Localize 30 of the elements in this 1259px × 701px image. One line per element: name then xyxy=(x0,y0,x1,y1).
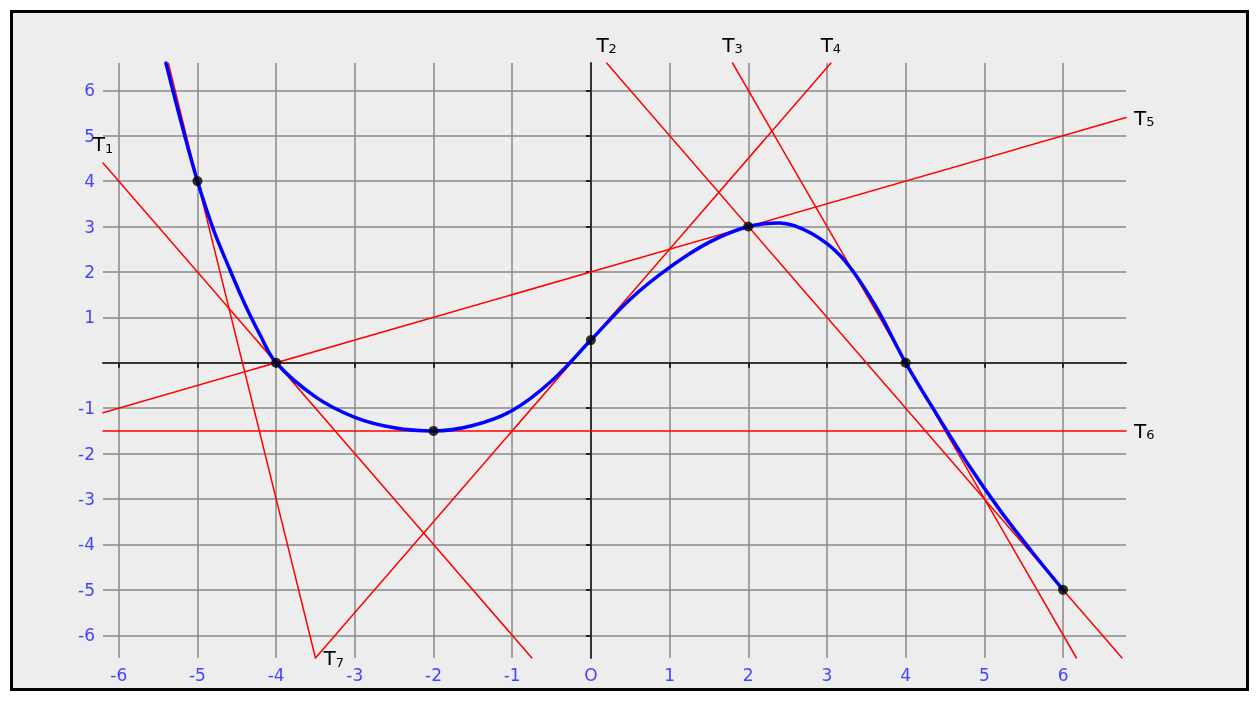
series-label: T2 xyxy=(595,32,617,57)
series-label: T6 xyxy=(1133,418,1155,443)
x-tick-label: -2 xyxy=(425,664,442,685)
y-tick-label: -3 xyxy=(78,489,95,510)
series-label: T7 xyxy=(322,646,344,670)
y-tick-label: 1 xyxy=(84,307,95,328)
series-label: T3 xyxy=(721,32,743,57)
y-tick-label: 2 xyxy=(84,261,95,282)
x-tick-label: 3 xyxy=(821,664,833,685)
y-tick-label: -6 xyxy=(78,625,95,646)
x-tick-label: O xyxy=(584,664,598,685)
y-tick-label: 3 xyxy=(84,216,95,237)
series-label: T4 xyxy=(819,32,842,57)
x-tick-label: -5 xyxy=(188,664,206,685)
y-tick-label: -1 xyxy=(78,398,95,419)
x-tick-label: 2 xyxy=(742,664,754,685)
x-tick-label: -3 xyxy=(346,664,364,685)
x-tick-label: 4 xyxy=(900,664,912,685)
y-tick-label: -5 xyxy=(78,579,95,600)
x-tick-label: 6 xyxy=(1057,664,1069,685)
x-tick-label: 1 xyxy=(664,664,675,685)
series-label: T5 xyxy=(1133,105,1155,130)
x-tick-label: 5 xyxy=(978,664,990,685)
y-tick-label: -4 xyxy=(78,534,95,555)
y-tick-label: 4 xyxy=(84,171,95,192)
x-tick-label: -4 xyxy=(267,664,285,685)
x-tick-label: -1 xyxy=(503,664,521,685)
y-tick-label: -2 xyxy=(78,443,95,464)
x-tick-label: -6 xyxy=(110,664,128,685)
y-tick-label: 6 xyxy=(84,80,95,101)
